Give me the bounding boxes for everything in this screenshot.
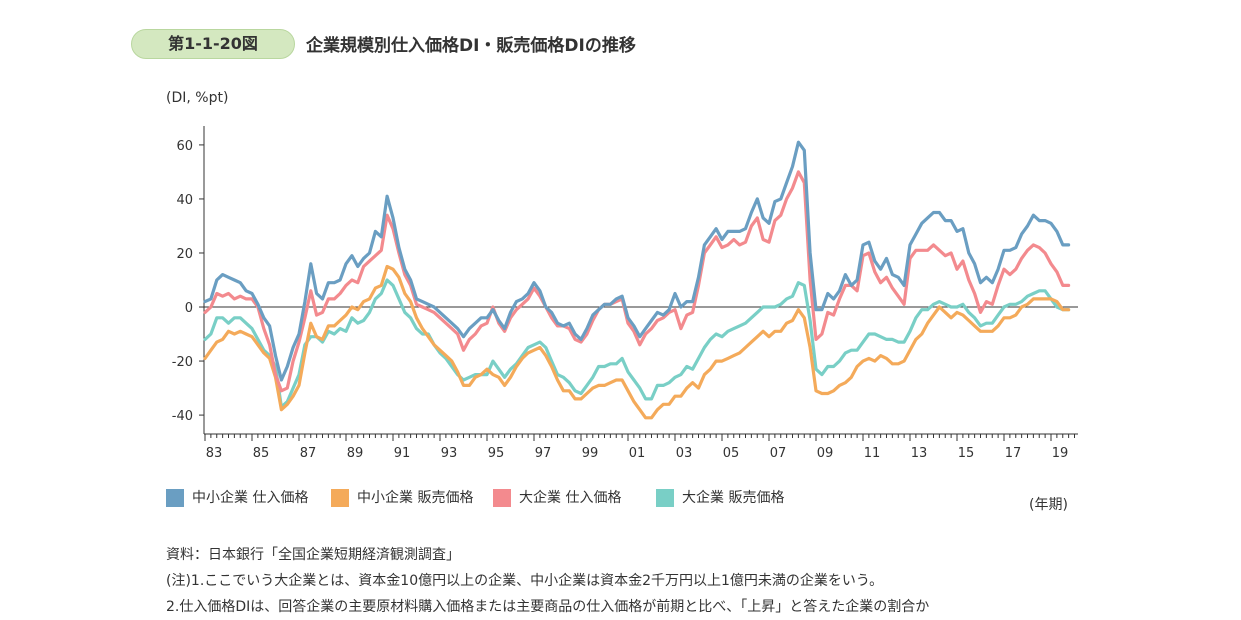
legend-item-sme-purchase: 中小企業 仕入価格 xyxy=(166,487,308,507)
legend-label-sme-sales: 中小企業 販売価格 xyxy=(357,490,474,506)
legend-swatch-sme-sales xyxy=(331,489,349,507)
series-line-3 xyxy=(203,278,1071,409)
y-tick-label: 20 xyxy=(176,247,193,262)
y-tick-label: -20 xyxy=(172,355,193,370)
x-tick-label: 03 xyxy=(676,446,693,461)
x-tick-label: 09 xyxy=(817,446,834,461)
chart-title: 企業規模別仕入価格DI・販売価格DIの推移 xyxy=(306,36,636,56)
chart-axes: 60 40 20 0 -20 -40 83 85 87 89 91 93 95 97 99 01 03 05 07 0… xyxy=(172,126,1078,461)
x-tick-label: 91 xyxy=(394,446,411,461)
x-tick-label: 87 xyxy=(300,446,317,461)
legend-label-large-purchase: 大企業 仕入価格 xyxy=(519,490,622,506)
y-tick-label: -40 xyxy=(172,409,193,424)
x-tick-label: 19 xyxy=(1052,446,1069,461)
x-tick-label: 11 xyxy=(864,446,881,461)
x-axis-unit-label: (年期) xyxy=(1029,497,1068,513)
x-tick-label: 85 xyxy=(253,446,270,461)
x-tick-label: 15 xyxy=(958,446,975,461)
y-tick-label: 0 xyxy=(185,301,193,316)
legend-label-sme-purchase: 中小企業 仕入価格 xyxy=(192,490,309,506)
legend-item-large-sales: 大企業 販売価格 xyxy=(656,487,784,507)
legend-label-large-sales: 大企業 販売価格 xyxy=(682,490,785,506)
y-tick-label: 60 xyxy=(176,139,193,154)
x-tick-label: 97 xyxy=(535,446,552,461)
legend-swatch-large-purchase xyxy=(493,489,511,507)
figure-notes: 資料：日本銀行「全国企業短期経済観測調査」 (注)1.ここでいう大企業とは、資本… xyxy=(166,542,929,620)
chart-series-lines xyxy=(203,140,1071,420)
x-tick-label: 83 xyxy=(206,446,223,461)
figure-number-badge: 第1-1-20図 xyxy=(131,29,295,59)
x-tick-label: 99 xyxy=(582,446,599,461)
legend-swatch-large-sales xyxy=(656,489,674,507)
series-line-1 xyxy=(203,264,1071,420)
x-tick-label: 95 xyxy=(488,446,505,461)
y-axis-unit-label: (DI, %pt) xyxy=(166,90,229,106)
x-tick-label: 13 xyxy=(911,446,928,461)
series-line-0 xyxy=(203,140,1071,382)
note-2: 2.仕入価格DIは、回答企業の主要原材料購入価格または主要商品の仕入価格が前期と… xyxy=(166,599,930,615)
x-tick-label: 07 xyxy=(770,446,787,461)
note-source: 資料：日本銀行「全国企業短期経済観測調査」 xyxy=(166,547,460,563)
x-tick-label: 93 xyxy=(441,446,458,461)
series-line-2 xyxy=(203,170,1071,393)
x-tick-label: 89 xyxy=(347,446,364,461)
legend-item-sme-sales: 中小企業 販売価格 xyxy=(331,487,473,507)
line-chart: 60 40 20 0 -20 -40 83 85 87 89 91 93 95 97 99 01 03 05 07 0… xyxy=(172,126,1078,461)
x-tick-label: 01 xyxy=(629,446,646,461)
legend-item-large-purchase: 大企業 仕入価格 xyxy=(493,487,621,507)
x-tick-label: 05 xyxy=(723,446,740,461)
y-tick-label: 40 xyxy=(176,193,193,208)
x-tick-label: 17 xyxy=(1005,446,1022,461)
note-1: (注)1.ここでいう大企業とは、資本金10億円以上の企業、中小企業は資本金2千万… xyxy=(166,573,884,589)
legend-swatch-sme-purchase xyxy=(166,489,184,507)
